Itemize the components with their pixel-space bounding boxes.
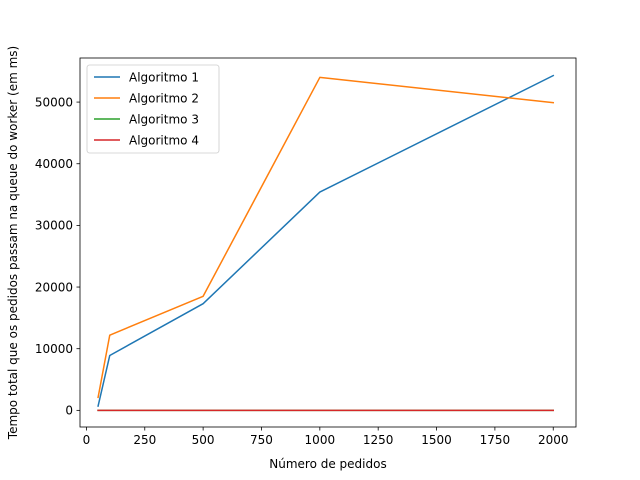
x-tick-label: 750 (250, 433, 273, 447)
x-tick-label: 0 (83, 433, 91, 447)
series-layer (97, 74, 555, 412)
x-axis-label: Número de pedidos (269, 457, 386, 471)
legend-entry-label: Algoritmo 2 (129, 91, 199, 105)
x-tick-label: 1000 (305, 433, 336, 447)
x-tick-label: 500 (192, 433, 215, 447)
legend-entry-label: Algoritmo 1 (129, 70, 199, 84)
y-tick-label: 50000 (35, 95, 73, 109)
x-tick-label: 1750 (480, 433, 511, 447)
legend-box (86, 64, 220, 154)
y-tick-label: 30000 (35, 219, 73, 233)
x-tick-label: 1500 (421, 433, 452, 447)
y-tick-label: 0 (65, 404, 73, 418)
legend-entry-label: Algoritmo 4 (129, 133, 199, 147)
y-axis-ticks: 0 10000 20000 30000 40000 50000 (35, 95, 80, 418)
legend-entry-label: Algoritmo 3 (129, 112, 199, 126)
x-axis-ticks: 0 250 500 750 1000 1250 1500 1750 2000 (83, 427, 569, 447)
y-axis-label: Tempo total que os pedidos passam na que… (6, 46, 20, 440)
x-tick-label: 250 (133, 433, 156, 447)
y-tick-label: 20000 (35, 280, 73, 294)
series-line-1 (97, 74, 555, 407)
x-tick-label: 2000 (538, 433, 569, 447)
legend: Algoritmo 1 Algoritmo 2 Algoritmo 3 Algorit… (86, 64, 220, 154)
series-line-2 (97, 76, 555, 399)
y-tick-label: 40000 (35, 157, 73, 171)
plot-frame (79, 57, 577, 428)
x-tick-label: 1250 (363, 433, 394, 447)
y-tick-label: 10000 (35, 342, 73, 356)
